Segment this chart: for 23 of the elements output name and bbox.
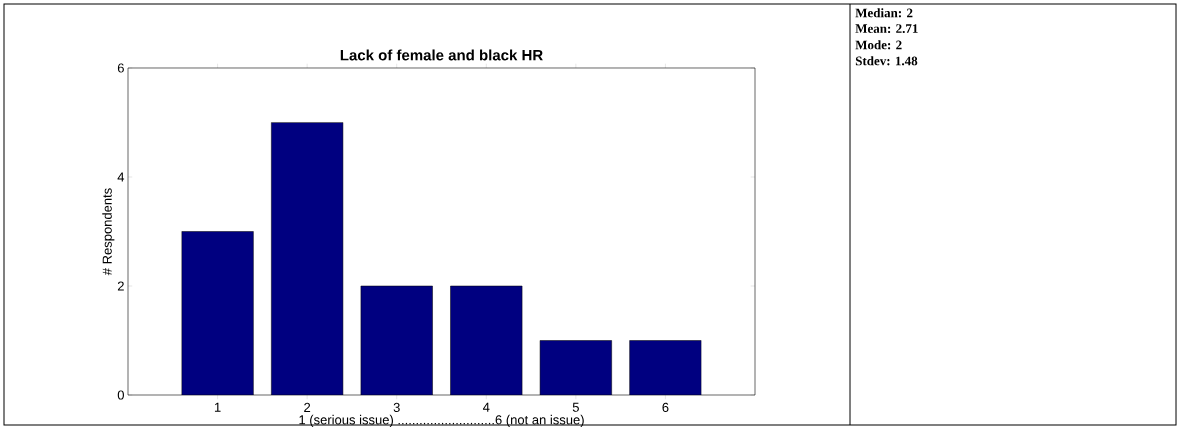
x-tick-label: 2 [304,402,311,412]
y-tick-label: 2 [117,281,124,291]
bar [271,122,343,395]
y-axis-title: # Respondents [102,188,115,276]
bar [540,340,612,395]
x-axis-title: 1 (serious issue) ...........................6 (not an issue) [299,414,584,427]
y-tick-label: 6 [117,63,124,73]
bar [360,286,433,395]
bar [181,231,254,395]
x-tick-label: 3 [393,402,400,412]
y-tick-label: 4 [117,172,125,182]
x-tick-label: 6 [662,402,669,412]
text: Median: 2 [855,8,913,18]
text: Mean: 2.71 [855,24,918,33]
text: Stdev: 1.48 [855,56,918,66]
x-tick-label: 1 [214,402,221,412]
chart-title: Lack of female and black HR [340,49,543,61]
text: Mode: 2 [855,40,902,50]
x-tick-label: 4 [482,402,490,412]
x-tick-label: 5 [572,402,579,412]
bar [450,286,523,395]
y-tick-label: 0 [117,390,124,400]
bar [629,340,702,395]
